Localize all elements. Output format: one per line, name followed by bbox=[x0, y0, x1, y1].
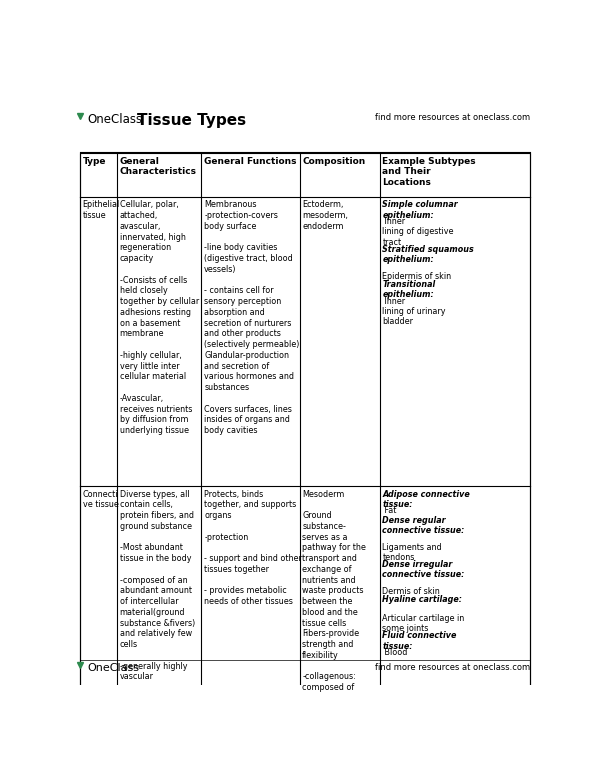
Text: find more resources at oneclass.com: find more resources at oneclass.com bbox=[375, 664, 530, 672]
Text: OneClass: OneClass bbox=[87, 113, 142, 126]
Text: Cellular, polar,
attached,
avascular,
innervated, high
regeneration
capacity

-C: Cellular, polar, attached, avascular, in… bbox=[120, 200, 199, 435]
Text: Ligaments and
tendons: Ligaments and tendons bbox=[383, 532, 442, 562]
Text: Inner
lining of digestive
tract: Inner lining of digestive tract bbox=[383, 217, 454, 247]
Text: Adipose connective
tissue:: Adipose connective tissue: bbox=[383, 490, 470, 509]
Text: Mesoderm

Ground
substance-
serves as a
pathway for the
transport and
exchange o: Mesoderm Ground substance- serves as a p… bbox=[302, 490, 366, 692]
Text: Inner
lining of urinary
bladder: Inner lining of urinary bladder bbox=[383, 296, 446, 326]
Text: find more resources at oneclass.com: find more resources at oneclass.com bbox=[375, 113, 530, 122]
Text: Tissue Types: Tissue Types bbox=[137, 113, 246, 128]
Text: Epidermis of skin: Epidermis of skin bbox=[383, 262, 452, 281]
Text: Fat: Fat bbox=[383, 507, 397, 515]
Text: Simple columnar
epithelium:: Simple columnar epithelium: bbox=[383, 200, 458, 219]
Text: Type: Type bbox=[83, 157, 106, 166]
Text: Connecti
ve tissue: Connecti ve tissue bbox=[83, 490, 118, 509]
Text: Stratified squamous
epithelium:: Stratified squamous epithelium: bbox=[383, 245, 474, 264]
Text: Fluid connective
tissue:: Fluid connective tissue: bbox=[383, 631, 457, 651]
Text: General
Characteristics: General Characteristics bbox=[120, 157, 196, 176]
Text: Ectoderm,
mesoderm,
endoderm: Ectoderm, mesoderm, endoderm bbox=[302, 200, 348, 231]
Text: Composition: Composition bbox=[302, 157, 365, 166]
Text: OneClass: OneClass bbox=[87, 664, 139, 673]
Text: Diverse types, all
contain cells,
protein fibers, and
ground substance

-Most ab: Diverse types, all contain cells, protei… bbox=[120, 490, 195, 681]
Text: Transitional
epithelium:: Transitional epithelium: bbox=[383, 280, 436, 300]
Text: Epithelial
tissue: Epithelial tissue bbox=[83, 200, 120, 219]
Text: Dermis of skin: Dermis of skin bbox=[383, 577, 440, 596]
Text: Protects, binds
together, and supports
organs

-protection

- support and bind o: Protects, binds together, and supports o… bbox=[204, 490, 302, 606]
Text: Blood: Blood bbox=[383, 648, 408, 657]
Text: General Functions: General Functions bbox=[204, 157, 297, 166]
Text: Articular cartilage in
some joints: Articular cartilage in some joints bbox=[383, 604, 465, 634]
Text: Dense irregular
connective tissue:: Dense irregular connective tissue: bbox=[383, 560, 465, 579]
Text: Membranous
-protection-covers
body surface

-line body cavities
(digestive tract: Membranous -protection-covers body surfa… bbox=[204, 200, 299, 435]
Text: Example Subtypes
and Their
Locations: Example Subtypes and Their Locations bbox=[383, 157, 476, 187]
Text: Dense regular
connective tissue:: Dense regular connective tissue: bbox=[383, 516, 465, 535]
Text: Hyaline cartilage:: Hyaline cartilage: bbox=[383, 595, 462, 604]
